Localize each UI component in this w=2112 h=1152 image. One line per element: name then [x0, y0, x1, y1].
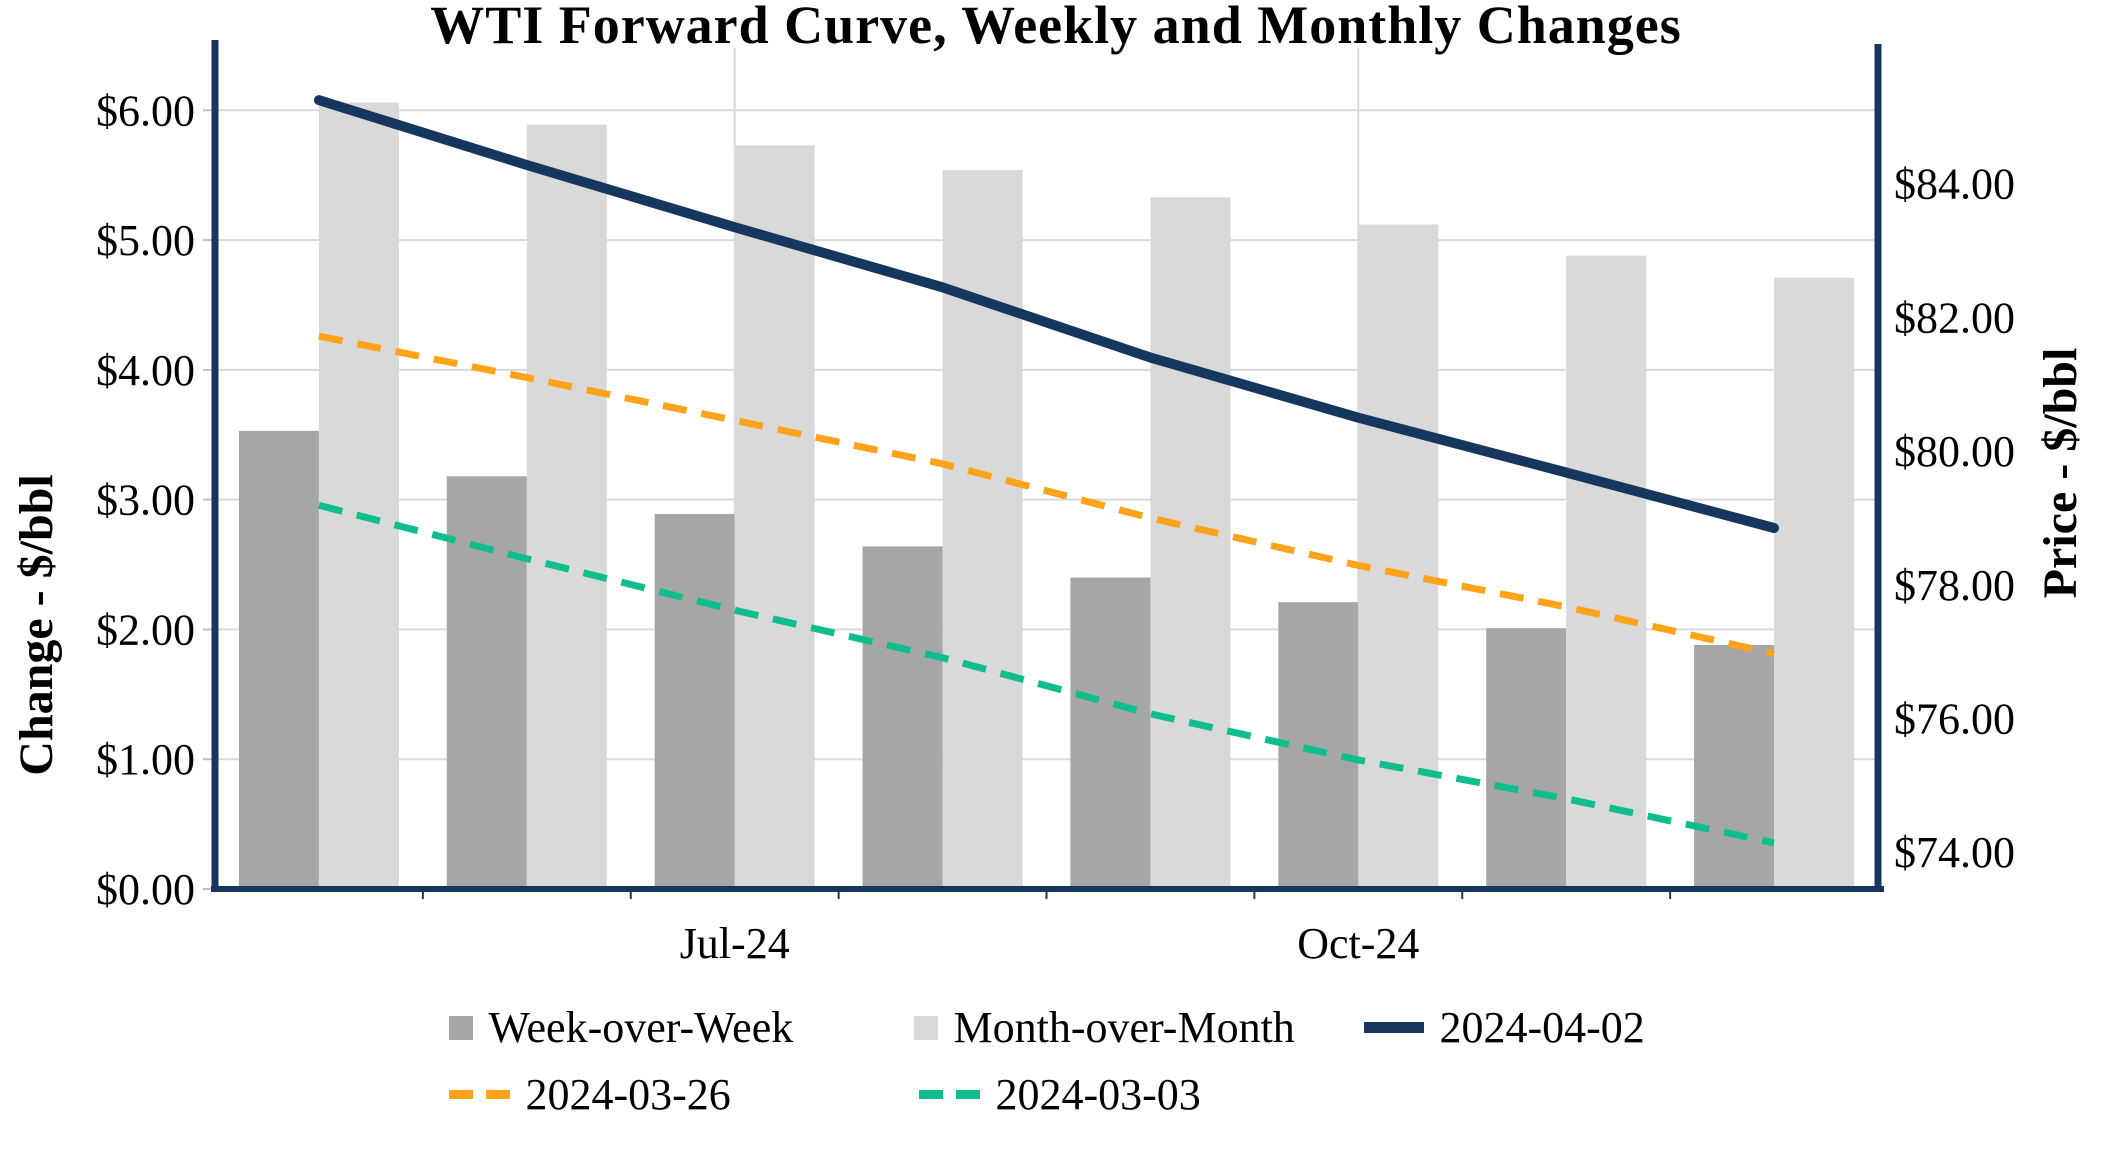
right-axis-tick-label: $82.00 [1894, 293, 2015, 342]
left-axis-title: Change - $/bbl [10, 474, 63, 775]
legend-row-2: 2024-03-26 2024-03-03 [448, 1069, 1664, 1120]
legend-item-week-over-week: Week-over-Week [448, 1002, 914, 1053]
bar-week-over-week [1070, 577, 1151, 889]
right-axis-tick-label: $76.00 [1894, 695, 2015, 744]
week-over-week-swatch-icon [448, 1015, 473, 1040]
line-series-2024-03-26 [318, 332, 1775, 658]
bar-week-over-week [862, 546, 943, 889]
solid-line-swatch-icon [1363, 1022, 1424, 1033]
bar-week-over-week [238, 430, 319, 889]
left-axis-tick-label: $5.00 [96, 216, 195, 265]
left-axis-tick-label: $3.00 [96, 476, 195, 525]
x-axis-tick-label: Oct-24 [1297, 919, 1419, 968]
left-axis-tick-label: $0.00 [96, 865, 195, 914]
legend-item-2024-03-03: 2024-03-03 [918, 1069, 1201, 1120]
bar-week-over-week [1694, 645, 1775, 889]
left-axis-tick-label: $2.00 [96, 605, 195, 654]
legend-label: Month-over-Month [953, 1003, 1295, 1052]
legend-label: 2024-03-26 [525, 1070, 731, 1119]
x-axis-tick-label: Jul-24 [680, 919, 790, 968]
legend-row-1: Week-over-Week Month-over-Month 2024-04-… [448, 1002, 1664, 1053]
right-axis-title: Price - $/bbl [2034, 348, 2087, 599]
bar-month-over-month [1774, 277, 1855, 889]
legend-label: 2024-04-02 [1439, 1003, 1645, 1052]
dashed-line-swatch-icon [918, 1090, 980, 1099]
bar-month-over-month [1358, 224, 1439, 890]
bar-month-over-month [1150, 197, 1231, 890]
right-axis-tick-label: $74.00 [1894, 828, 2015, 877]
bar-week-over-week [1486, 628, 1567, 889]
dashed-line-swatch-icon [448, 1090, 510, 1099]
left-axis-tick-label: $1.00 [96, 735, 195, 784]
line-series-2024-04-02 [313, 95, 1780, 533]
left-axis-tick-label: $6.00 [96, 86, 195, 135]
legend-item-month-over-month: Month-over-Month [913, 1002, 1364, 1053]
bar-month-over-month [1566, 255, 1647, 890]
bar-week-over-week [654, 513, 735, 889]
chart-title: WTI Forward Curve, Weekly and Monthly Ch… [430, 0, 1682, 55]
bar-week-over-week [1278, 602, 1359, 889]
chart-legend: Week-over-Week Month-over-Month 2024-04-… [0, 1002, 2112, 1136]
legend-item-2024-03-26: 2024-03-26 [448, 1069, 919, 1120]
bar-month-over-month [942, 169, 1023, 889]
bar-month-over-month [318, 102, 399, 889]
bar-month-over-month [734, 145, 815, 890]
legend-label: Week-over-Week [488, 1003, 794, 1052]
right-axis-tick-label: $78.00 [1894, 561, 2015, 610]
left-axis-tick-label: $4.00 [96, 346, 195, 395]
forward-curve-chart: $0.00 $1.00 $2.00 $3.00 $4.00 $5.00 $6.00 $74.0… [10, 40, 2087, 968]
legend-item-2024-04-02: 2024-04-02 [1363, 1002, 1645, 1053]
bar-week-over-week [446, 476, 527, 889]
right-axis-tick-label: $84.00 [1894, 160, 2015, 209]
bar-month-over-month [526, 124, 607, 890]
right-axis-tick-label: $80.00 [1894, 427, 2015, 476]
line-series-2024-03-03 [318, 501, 1775, 847]
month-over-month-swatch-icon [913, 1015, 938, 1040]
legend-label: 2024-03-03 [995, 1070, 1201, 1119]
